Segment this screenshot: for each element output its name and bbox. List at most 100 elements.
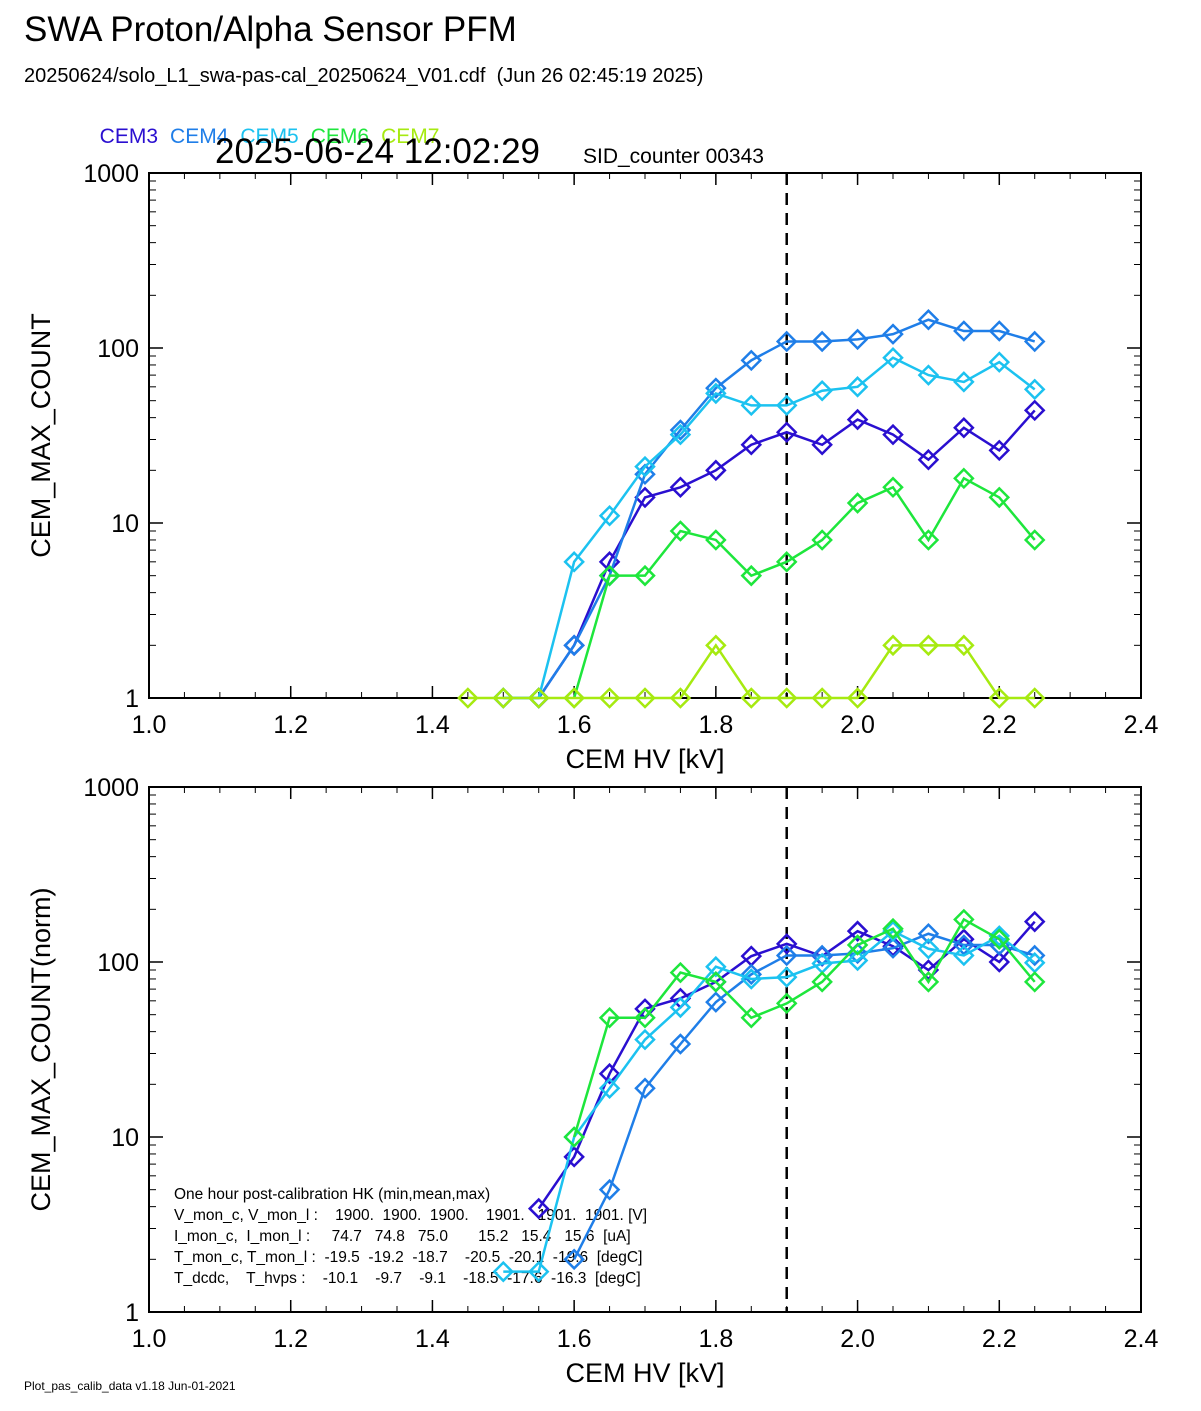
data-point-marker [598, 1077, 621, 1099]
series-cem5 [492, 920, 1046, 1283]
data-point-marker [953, 371, 975, 393]
data-point-marker [1023, 944, 1046, 967]
data-point-marker [598, 504, 621, 527]
x-tick-label: 1.4 [415, 1325, 450, 1353]
data-point-marker [846, 934, 869, 956]
data-point-marker [705, 529, 727, 551]
data-point-marker [882, 323, 904, 345]
x-tick-label: 1.0 [132, 711, 167, 739]
hk-annotation-row: T_dcdc, T_hvps : -10.1 -9.7 -9.1 -18.5 -… [174, 1270, 641, 1287]
data-point-marker [669, 687, 692, 709]
y-tick-label: 10 [111, 1124, 139, 1152]
plot-frame [148, 172, 1142, 699]
data-point-marker [953, 320, 975, 342]
data-point-marker [882, 476, 904, 499]
data-point-marker [882, 937, 904, 959]
data-point-marker [846, 408, 869, 431]
data-point-marker [634, 564, 656, 587]
data-point-marker [775, 394, 798, 417]
data-point-marker [882, 920, 904, 942]
data-point-marker [669, 520, 692, 542]
data-point-marker [811, 433, 833, 456]
x-tick-label: 1.6 [557, 711, 592, 739]
x-tick-label: 1.2 [273, 711, 308, 739]
data-point-marker [634, 1077, 656, 1099]
data-point-marker [705, 634, 727, 657]
series-cem4 [563, 922, 1046, 1271]
data-point-marker [882, 346, 904, 369]
y-tick-label: 1 [125, 685, 139, 713]
hk-annotation-title: One hour post-calibration HK (min,mean,m… [174, 1186, 490, 1203]
data-point-marker [740, 394, 763, 417]
data-point-marker [563, 551, 585, 573]
data-point-marker [598, 1007, 621, 1029]
data-point-marker [598, 1062, 621, 1085]
x-tick-label: 2.0 [840, 711, 875, 739]
data-point-marker [705, 955, 727, 978]
data-point-marker [563, 1146, 585, 1168]
series-line [503, 356, 1036, 700]
data-point-marker [598, 687, 621, 709]
data-point-marker [705, 971, 727, 993]
data-point-marker [988, 439, 1011, 462]
data-point-marker [1023, 910, 1046, 933]
data-point-marker [775, 944, 798, 967]
series-cem6 [563, 467, 1046, 709]
data-point-marker [705, 382, 727, 405]
data-point-marker [917, 922, 940, 945]
data-point-marker [775, 966, 798, 988]
data-point-marker [917, 959, 940, 981]
data-point-marker [634, 1028, 656, 1051]
data-point-marker [669, 476, 692, 499]
series-line [572, 476, 1036, 699]
data-point-marker [846, 492, 869, 514]
series-line [467, 643, 1035, 700]
footer-version: Plot_pas_calib_data v1.18 Jun-01-2021 [24, 1379, 236, 1393]
data-point-marker [740, 1007, 763, 1029]
data-point-marker [846, 687, 869, 709]
x-tick-label: 1.0 [132, 1325, 167, 1353]
legend: CEM3 CEM4 CEM5 CEM6 CEM7 [88, 101, 451, 149]
data-point-marker [917, 448, 940, 471]
x-tick-label: 1.2 [273, 1325, 308, 1353]
data-point-marker [740, 687, 763, 709]
data-point-marker [669, 423, 692, 446]
x-tick-label: 2.2 [982, 1325, 1017, 1353]
data-point-marker [846, 376, 869, 398]
data-point-marker [598, 564, 621, 587]
data-point-marker [563, 687, 585, 709]
file-subtitle: 20250624/solo_L1_swa-pas-cal_20250624_V0… [24, 65, 704, 87]
data-point-marker [527, 1197, 550, 1220]
data-point-marker [811, 971, 833, 993]
data-point-marker [775, 933, 798, 955]
y-tick-label: 100 [97, 335, 139, 363]
data-point-marker [1023, 687, 1046, 709]
series-cem5 [492, 346, 1046, 709]
series-cem4 [492, 308, 1046, 709]
data-point-marker [917, 938, 940, 960]
data-point-marker [988, 486, 1011, 509]
data-point-marker [527, 687, 550, 709]
series-cem7 [457, 634, 1046, 709]
data-point-marker [669, 961, 692, 984]
plot-datetime: 2025-06-24 12:02:29 [215, 132, 540, 171]
data-point-marker [953, 467, 975, 490]
data-point-marker [988, 951, 1011, 973]
data-point-marker [1023, 330, 1046, 353]
x-axis-label: CEM HV [kV] [565, 744, 724, 774]
x-tick-label: 2.0 [840, 1325, 875, 1353]
data-point-marker [917, 634, 940, 657]
data-point-marker [917, 971, 940, 993]
legend-item-cem6: CEM6 [310, 125, 370, 148]
data-point-marker [740, 564, 763, 587]
data-point-marker [917, 308, 940, 331]
data-point-marker [669, 1033, 692, 1055]
data-point-marker [775, 421, 798, 444]
y-tick-label: 1 [125, 1299, 139, 1327]
legend-item-cem4: CEM4 [170, 125, 229, 148]
data-point-marker [988, 928, 1011, 950]
page-title: SWA Proton/Alpha Sensor PFM [24, 10, 517, 49]
y-tick-label: 1000 [83, 774, 139, 802]
data-point-marker [492, 687, 515, 709]
